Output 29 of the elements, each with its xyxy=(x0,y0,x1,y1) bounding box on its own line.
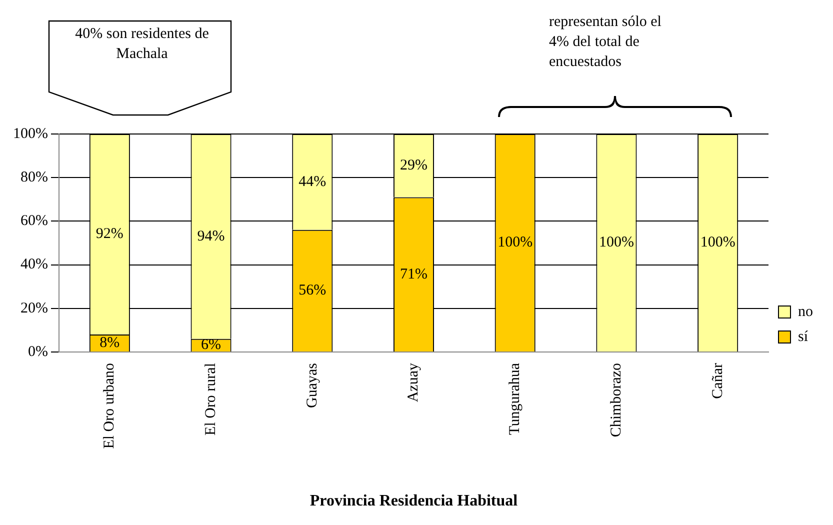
data-label: 94% xyxy=(197,228,225,244)
x-tick-label: Chimborazo xyxy=(608,362,624,438)
data-label: 6% xyxy=(201,337,222,354)
legend-label: sí xyxy=(798,328,809,345)
legend-label: no xyxy=(798,304,813,320)
data-label: 44% xyxy=(298,174,326,190)
data-label: 56% xyxy=(298,282,326,299)
data-label: 100% xyxy=(700,234,736,251)
y-tick-label: 80% xyxy=(20,170,48,186)
data-label: 92% xyxy=(96,226,124,242)
data-label: 8% xyxy=(100,334,120,351)
y-tick-label: 20% xyxy=(20,300,48,316)
text: 40% son residentes de Machala xyxy=(74,25,210,64)
x-tick-label: El Oro rural xyxy=(202,362,219,436)
data-label: 29% xyxy=(400,158,428,174)
x-tick-label: Guayas xyxy=(304,362,320,408)
data-label: 100% xyxy=(498,234,533,251)
data-label: 71% xyxy=(400,266,428,282)
data-label: 100% xyxy=(598,234,634,251)
text: representan sólo el 4% del total de encuestados xyxy=(549,13,662,72)
y-tick-label: 100% xyxy=(12,126,48,142)
x-tick-label: Cañar xyxy=(710,362,726,399)
x-tick-label: Tungurahua xyxy=(507,362,524,435)
x-tick-label: El Oro urbano xyxy=(102,362,118,449)
y-tick-label: 40% xyxy=(20,256,48,273)
y-tick-label: 0% xyxy=(28,344,48,360)
y-tick-label: 60% xyxy=(20,213,48,230)
x-axis-title: Provincia Residencia Habitual xyxy=(310,492,518,510)
x-tick-label: Azuay xyxy=(406,362,422,402)
